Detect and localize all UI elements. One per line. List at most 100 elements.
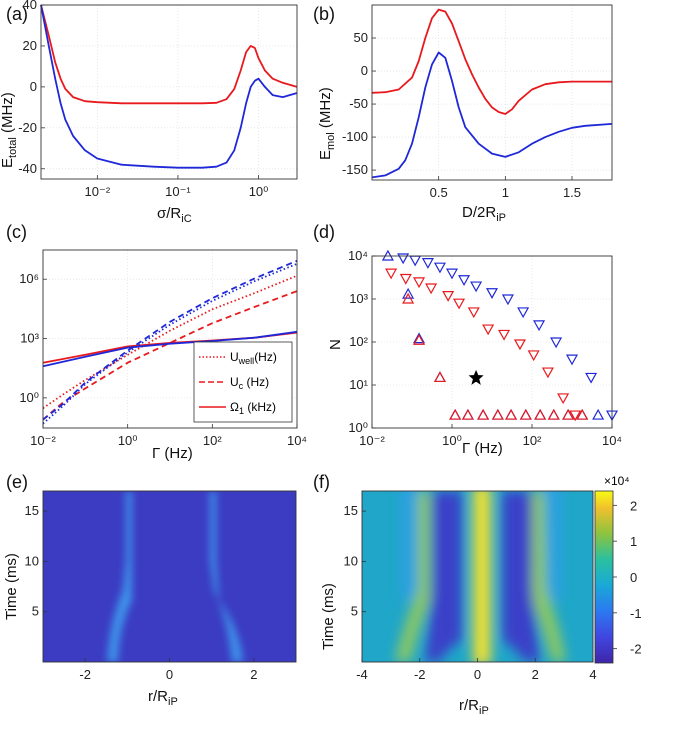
y-tick-label: 10⁴ <box>348 248 368 263</box>
x-tick-label: 10⁰ <box>442 433 462 448</box>
heatmap-f-right-bright <box>532 491 566 662</box>
y-tick-label: -100 <box>342 129 368 144</box>
scatter-point <box>541 367 554 379</box>
panel-label-d: (d) <box>313 222 335 242</box>
x-tick-label: 0 <box>166 667 173 682</box>
y-tick-label: 0 <box>361 63 368 78</box>
x-tick-label: -4 <box>356 667 368 682</box>
series-line--1-blue <box>42 330 298 368</box>
panel-label-c: (c) <box>6 222 27 242</box>
y-tick-label: 10¹ <box>349 377 368 392</box>
scatter-point <box>550 337 563 349</box>
panel-d-ylabel: N <box>327 339 344 350</box>
panel-e-xlabel: r/RiP <box>148 688 178 708</box>
colorbar-tick-label: 2 <box>630 498 637 513</box>
scatter-point <box>477 408 490 420</box>
x-tick-label: -2 <box>414 667 426 682</box>
x-tick-label: 1.5 <box>563 185 581 200</box>
x-tick-label: 10⁰ <box>118 433 138 448</box>
panel-e-ylabel: Time (ms) <box>3 553 20 620</box>
scatter-point <box>491 408 504 420</box>
scatter-point <box>547 408 560 420</box>
y-tick-label: 15 <box>25 503 39 518</box>
y-tick-label: 50 <box>354 30 368 45</box>
panel-a: 10⁻² 10⁻¹ 10⁰ 40 20 0 -20 -40 σ/RiC Etotal (MHz… <box>0 0 298 225</box>
scatter-point <box>449 408 462 420</box>
panel-d-grid <box>371 255 613 429</box>
scatter-point <box>381 249 394 261</box>
series-line-u-c-blue <box>42 259 298 421</box>
scatter-point <box>413 332 426 344</box>
heatmap-f-center-bright <box>473 491 491 662</box>
scatter-point <box>569 410 582 422</box>
y-tick-label: 15 <box>344 503 358 518</box>
y-tick-label: 10 <box>25 553 39 568</box>
scatter-point <box>442 290 455 302</box>
x-tick-label: 10⁴ <box>287 433 307 448</box>
y-tick-label: 10 <box>344 553 358 568</box>
scatter-point <box>501 294 514 306</box>
series-line-red <box>371 8 612 115</box>
scatter-point <box>505 408 518 420</box>
scatter-point <box>527 350 540 362</box>
scatter-point <box>533 320 546 332</box>
colorbar-multiplier: ×10⁴ <box>604 474 630 488</box>
scatter-point <box>562 408 575 420</box>
x-tick-label: 10⁻² <box>30 433 56 448</box>
panel-e-heatmap <box>43 491 296 662</box>
scatter-point <box>397 253 410 265</box>
series-line-u-well-blue <box>42 262 298 425</box>
scatter-point <box>547 408 560 420</box>
scatter-point <box>519 408 532 420</box>
scatter-point <box>519 408 532 420</box>
scatter-point <box>467 307 480 319</box>
scatter-point <box>498 329 511 341</box>
y-tick-label: -150 <box>342 162 368 177</box>
y-tick-label: 10⁰ <box>19 390 39 405</box>
scatter-point <box>576 408 589 420</box>
legend-label-omega: Ω1 (kHz) <box>230 400 276 416</box>
heatmap-f-left-dark <box>425 491 462 662</box>
panel-label-f: (f) <box>313 472 330 492</box>
scatter-point <box>409 255 422 267</box>
x-tick-label: 1 <box>502 185 509 200</box>
panel-b-ylabel: Emol (MHz) <box>317 87 337 160</box>
x-tick-label: 10² <box>523 433 542 448</box>
x-tick-label: 10⁰ <box>249 184 269 199</box>
panel-a-grid <box>41 4 297 179</box>
scatter-point <box>421 258 434 269</box>
scatter-point <box>433 371 446 383</box>
panel-a-ylabel: Etotal (MHz) <box>0 92 19 168</box>
scatter-point <box>534 408 547 420</box>
panel-d-xlabel: Γ (Hz) <box>462 440 503 457</box>
panel-b-grid <box>372 5 612 180</box>
y-tick-label: 10⁶ <box>19 271 39 286</box>
y-tick-label: 10³ <box>349 291 368 306</box>
x-tick-label: 2 <box>250 667 257 682</box>
panel-f-heatmap <box>362 491 593 662</box>
heatmap-f-left-bright <box>395 491 430 662</box>
series-line-red <box>40 4 298 105</box>
panel-c-series <box>42 259 298 425</box>
panel-f-xlabel: r/RiP <box>459 697 489 717</box>
y-tick-label: 40 <box>23 0 37 12</box>
scatter-point <box>402 287 415 299</box>
heatmap-f-left-outer <box>400 491 422 600</box>
panel-c: 10⁻² 10⁰ 10² 10⁴ 10⁶ 10³ 10⁰ Γ (Hz) Uwell(Hz) … <box>19 249 307 462</box>
panel-a-frame <box>40 4 298 180</box>
scatter-point <box>505 408 518 420</box>
scatter-point <box>413 277 426 289</box>
panel-label-e: (e) <box>6 472 28 492</box>
heatmap-e-left-band <box>107 491 132 662</box>
series-line-blue <box>371 51 613 179</box>
scatter-point <box>485 288 499 299</box>
panel-label-a: (a) <box>6 4 28 24</box>
scatter-point <box>592 408 605 420</box>
panel-c-frame <box>42 249 298 429</box>
panel-f-ylabel: Time (ms) <box>320 583 337 650</box>
colorbar-tick-label: 1 <box>630 534 637 549</box>
heatmap-e-right-band <box>210 491 243 662</box>
panel-d-series <box>381 249 619 422</box>
scatter-point <box>385 268 398 280</box>
